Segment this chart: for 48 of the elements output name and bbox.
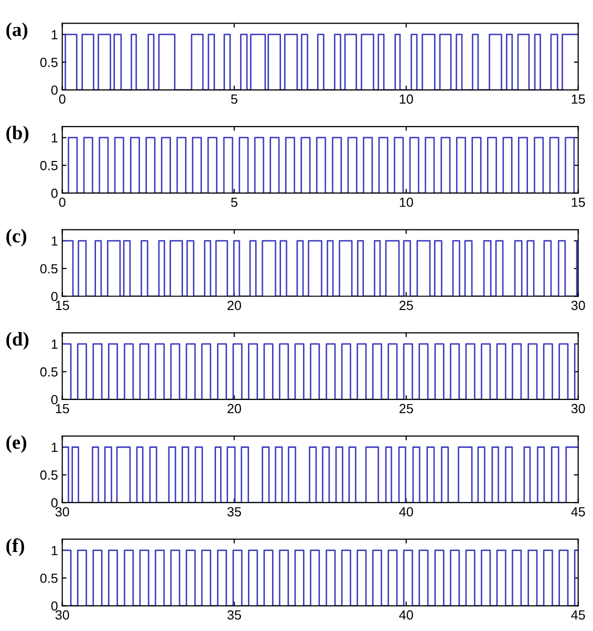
x-tick-label: 5 [231,198,238,207]
x-tick-label: 35 [227,507,242,516]
y-tick-label: 0.5 [40,58,58,68]
y-tick-label: 1 [52,546,58,556]
x-tick-label: 30 [571,404,585,414]
x-tick-label: 15 [56,404,70,414]
chart-title: (c) [6,228,26,246]
x-tick-label: 5 [231,94,238,104]
x-tick-label: 35 [227,610,242,620]
x-tick-label: 15 [56,300,70,310]
y-tick-label: 1 [52,236,58,246]
y-tick-label: 0 [51,601,58,611]
x-tick-label: 10 [400,94,414,104]
y-tick-label: 0.5 [40,264,58,274]
y-tick-label: 0.5 [40,367,58,377]
y-tick-label: 1 [52,133,58,142]
y-tick-label: 0 [51,394,58,404]
x-tick-label: 15 [572,94,585,104]
chart-title: (f) [6,538,24,556]
x-tick-label: 30 [571,300,585,310]
y-tick-label: 0.5 [40,574,58,583]
x-tick-label: 0 [59,94,66,104]
chart-title: (b) [6,126,28,144]
x-tick-label: 20 [228,300,242,310]
x-tick-label: 30 [55,610,70,620]
x-tick-label: 15 [572,198,585,207]
x-tick-label: 40 [399,507,414,516]
x-tick-label: 25 [400,404,413,414]
x-tick-label: 0 [59,198,66,207]
x-tick-label: 25 [400,300,413,310]
x-tick-label: 45 [571,507,585,516]
x-tick-label: 40 [399,610,414,620]
x-tick-label: 45 [571,610,585,620]
y-tick-label: 0 [51,498,58,508]
y-tick-label: 0 [51,292,58,302]
chart-title: (a) [6,22,28,40]
chart-title: (e) [6,435,26,453]
x-tick-label: 30 [55,507,70,516]
y-tick-label: 0 [51,188,58,198]
y-tick-label: 0.5 [40,470,58,480]
y-tick-label: 1 [52,340,58,349]
y-tick-label: 0 [51,85,58,95]
x-tick-label: 10 [400,198,414,207]
x-tick-label: 20 [228,404,242,414]
y-tick-label: 1 [52,442,58,452]
chart-title: (d) [6,332,28,350]
y-tick-label: 0.5 [40,160,58,170]
y-tick-label: 1 [52,30,58,40]
